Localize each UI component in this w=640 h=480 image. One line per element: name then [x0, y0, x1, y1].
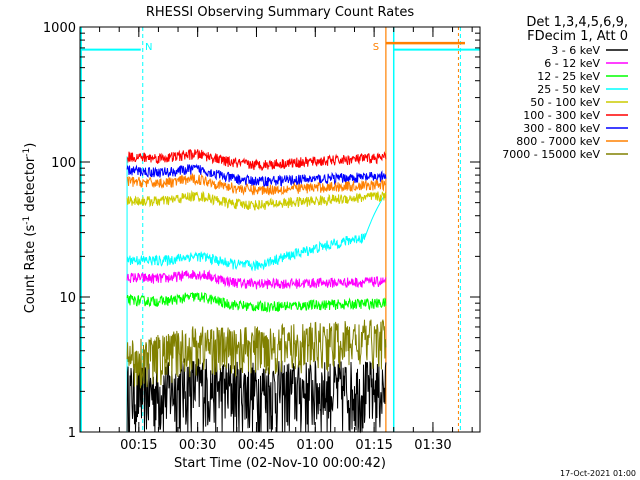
- series-line: [126, 269, 387, 290]
- legend-header-1: Det 1,3,4,5,6,9,: [526, 15, 628, 30]
- footer-timestamp: 17-Oct-2021 01:00: [560, 469, 636, 478]
- x-tick-label: 00:45: [238, 438, 275, 453]
- x-tick-label: 00:15: [120, 438, 157, 453]
- legend-header-2: FDecim 1, Att 0: [527, 29, 628, 44]
- plot-frame: [79, 26, 481, 433]
- legend-label: 50 - 100 keV: [530, 96, 600, 109]
- x-tick-label: 00:30: [179, 438, 216, 453]
- series-line: [127, 149, 387, 171]
- x-tick-label: 01:15: [355, 438, 392, 453]
- legend-label: 7000 - 15000 keV: [502, 148, 600, 161]
- series-line: [126, 291, 387, 313]
- legend-label: 100 - 300 keV: [523, 109, 600, 122]
- series-line: [126, 357, 387, 434]
- legend-label: 25 - 50 keV: [537, 83, 600, 96]
- annotation-label: N: [145, 42, 152, 53]
- axes: 1 10 100 1000 00:15 00:30 00:45 01:00 01:15 01:30: [43, 21, 481, 453]
- legend-label: 12 - 25 keV: [537, 70, 600, 83]
- y-axis-label: Count Rate (s-1 detector-1): [22, 143, 38, 314]
- series-line: [126, 163, 387, 188]
- legend-label: 300 - 800 keV: [523, 122, 600, 135]
- series-line: [126, 318, 387, 389]
- y-tick-label: 1000: [43, 21, 76, 36]
- y-tick-label: 1: [68, 426, 76, 441]
- legend-label: 800 - 7000 keV: [516, 135, 600, 148]
- annotation-label: S: [373, 42, 379, 53]
- x-tick-label: 01:00: [297, 438, 334, 453]
- legend-label: 3 - 6 keV: [551, 44, 600, 57]
- legend-label: 6 - 12 keV: [544, 57, 600, 70]
- y-tick-label: 10: [59, 291, 76, 306]
- chart-title: RHESSI Observing Summary Count Rates: [146, 5, 415, 20]
- x-axis-label: Start Time (02-Nov-10 00:00:42): [174, 456, 386, 471]
- series-line: [126, 192, 387, 272]
- x-tick-label: 01:30: [414, 438, 451, 453]
- series-line: [126, 172, 387, 196]
- series-line: [126, 189, 387, 211]
- y-tick-label: 100: [51, 156, 76, 171]
